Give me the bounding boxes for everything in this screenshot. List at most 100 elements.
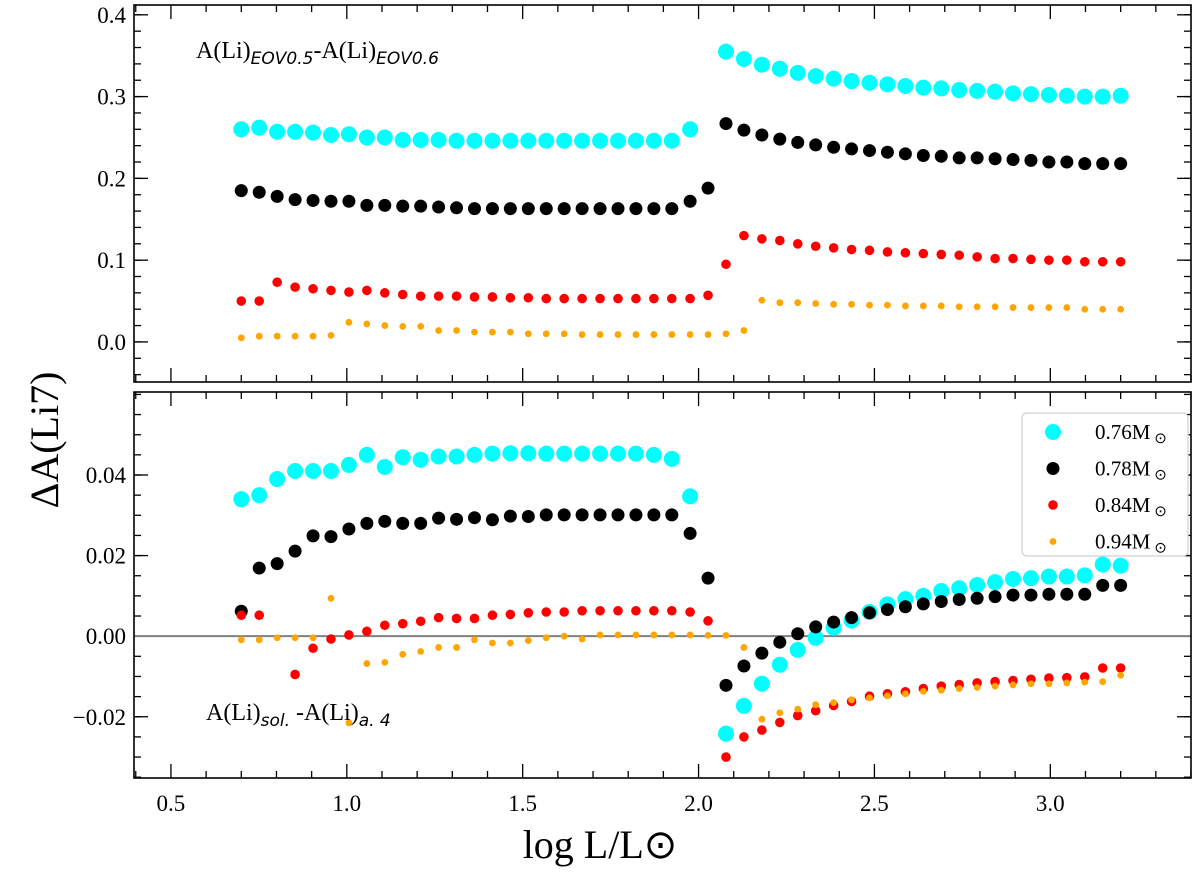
data-point <box>1027 304 1035 311</box>
data-point <box>663 132 680 149</box>
x-tick-label: 3.0 <box>1036 791 1065 816</box>
y-tick-label: 0.02 <box>86 544 126 569</box>
data-point <box>381 658 389 666</box>
data-point <box>812 300 820 307</box>
data-point <box>396 199 410 213</box>
data-point <box>577 293 587 304</box>
data-point <box>489 639 496 647</box>
legend-label: 0.94M ⊙ <box>1095 530 1167 557</box>
data-point <box>255 332 263 340</box>
data-point <box>987 83 1004 100</box>
data-point <box>665 202 679 216</box>
data-point <box>360 516 374 530</box>
data-point <box>1040 86 1057 103</box>
data-point <box>269 471 286 488</box>
data-point <box>771 656 788 673</box>
data-point <box>399 322 407 330</box>
data-point <box>758 296 766 304</box>
data-point <box>880 603 894 617</box>
data-point <box>755 646 769 660</box>
y-tick-label: 0.04 <box>86 463 127 488</box>
data-point <box>863 606 877 620</box>
data-point <box>1076 567 1093 584</box>
data-point <box>451 291 462 301</box>
data-point <box>613 293 623 304</box>
data-point <box>252 561 266 575</box>
data-point <box>719 678 733 692</box>
data-point <box>647 202 661 216</box>
data-point <box>1112 557 1129 574</box>
data-point <box>557 508 571 522</box>
data-point <box>342 522 356 536</box>
data-point <box>972 252 982 262</box>
data-point <box>376 129 393 146</box>
data-point <box>272 277 282 288</box>
legend-marker <box>1046 462 1060 475</box>
data-point <box>557 202 571 216</box>
data-point <box>1099 305 1107 313</box>
data-point <box>412 131 429 148</box>
data-point <box>362 626 372 637</box>
data-point <box>505 609 516 620</box>
top-annotation: A(Li)EOV0.5-A(Li)EOV0.6 <box>196 38 439 69</box>
data-point <box>701 181 715 195</box>
data-point <box>415 616 426 627</box>
data-point <box>918 248 929 259</box>
data-point <box>273 332 281 340</box>
data-point <box>378 198 392 212</box>
data-point <box>342 194 356 208</box>
data-point <box>291 332 299 340</box>
data-point <box>773 635 787 649</box>
series-0.94 <box>237 296 1125 342</box>
data-point <box>1042 587 1056 601</box>
data-point <box>830 300 838 308</box>
data-point <box>1114 578 1128 592</box>
data-point <box>595 605 605 616</box>
data-point <box>484 132 501 149</box>
data-point <box>541 293 552 304</box>
data-point <box>234 184 248 198</box>
data-point <box>466 446 483 463</box>
data-point <box>937 686 945 694</box>
data-point <box>991 303 999 311</box>
data-point <box>521 510 535 524</box>
data-point <box>753 675 770 692</box>
data-point <box>934 149 948 163</box>
series-0.78 <box>234 508 1128 692</box>
data-point <box>539 508 553 522</box>
data-point <box>879 76 896 93</box>
x-axis-label: log L/L⊙ <box>523 822 678 867</box>
y-axis-label: ΔA(Li7) <box>22 372 67 509</box>
data-point <box>611 202 625 216</box>
data-point <box>450 512 464 526</box>
data-point <box>560 632 568 640</box>
data-point <box>755 128 769 142</box>
data-point <box>251 119 268 136</box>
data-point <box>1022 86 1039 103</box>
data-point <box>487 292 498 302</box>
data-point <box>556 132 573 149</box>
data-point <box>1058 568 1075 585</box>
data-point <box>632 631 640 639</box>
data-point <box>952 151 966 165</box>
data-point <box>520 132 537 149</box>
data-point <box>1117 305 1125 313</box>
y-tick-label: 0.2 <box>97 166 126 191</box>
data-point <box>502 445 519 462</box>
data-point <box>1079 672 1090 682</box>
data-point <box>1027 680 1035 688</box>
data-point <box>291 634 299 642</box>
data-point <box>595 293 605 304</box>
data-point <box>936 249 947 260</box>
legend-label: 0.78M ⊙ <box>1095 457 1167 484</box>
data-point <box>665 508 679 522</box>
data-point <box>807 629 824 646</box>
data-point <box>951 82 968 99</box>
data-point <box>631 605 641 616</box>
data-point <box>845 142 859 156</box>
data-point <box>1044 673 1054 683</box>
data-point <box>807 68 824 85</box>
data-point <box>360 198 374 212</box>
y-tick-label: 0.00 <box>86 624 126 649</box>
data-point <box>650 631 658 639</box>
